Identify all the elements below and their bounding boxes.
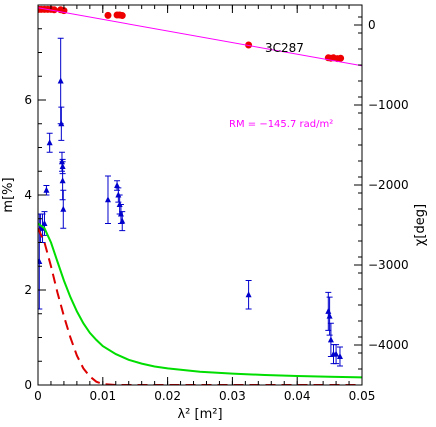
angle-point — [50, 6, 58, 14]
x-tick-label: 0.01 — [89, 389, 116, 403]
polarization-point — [336, 353, 343, 359]
x-axis-title: λ² [m²] — [177, 407, 222, 422]
polarization-point — [38, 258, 43, 264]
chart-marks — [38, 5, 362, 385]
tick-labels: 0 0.01 0.02 0.03 0.04 0.05 0 2 4 6 0 −1000 −2000 −300… — [24, 18, 408, 403]
polarization-point — [326, 312, 333, 319]
y-right-tick-label: −2000 — [368, 178, 409, 192]
x-tick-label: 0.02 — [154, 389, 181, 403]
x-tick-label: 0.03 — [219, 389, 246, 403]
x-tick-label: 0 — [34, 389, 42, 403]
polarization-point — [57, 77, 64, 84]
polarization-point — [333, 350, 340, 357]
rm-annotation: RM = −145.7 rad/m² — [229, 119, 333, 130]
polarization-point — [46, 139, 53, 146]
y-left-tick-label: 0 — [24, 378, 32, 392]
polarization-point — [119, 217, 126, 224]
x-tick-label: 0.04 — [284, 389, 311, 403]
polarization-point — [114, 182, 121, 188]
angle-point — [104, 11, 112, 19]
y-right-tick-label: −1000 — [368, 98, 409, 112]
polarization-point — [245, 291, 252, 298]
y-left-tick-label: 2 — [24, 283, 32, 297]
y-right-tick-label: −4000 — [368, 338, 409, 352]
y-right-tick-label: 0 — [368, 18, 376, 32]
y-axis-right-title: χ[deg] — [413, 204, 428, 246]
polarization-point — [327, 336, 334, 343]
polarization-point — [43, 186, 50, 193]
rm_fit-line — [38, 7, 362, 67]
angle-point — [337, 54, 345, 62]
angle-point — [118, 12, 126, 20]
polarization-point — [60, 205, 67, 212]
polarization-point — [325, 307, 332, 314]
y-right-tick-label: −3000 — [368, 258, 409, 272]
polarization-point — [59, 177, 66, 184]
polarization-point — [58, 120, 65, 127]
model_solid-line — [38, 222, 362, 379]
plot-area — [37, 4, 363, 386]
polarization-point — [41, 220, 48, 226]
source-label: 3C287 — [265, 41, 304, 55]
y-left-tick-label: 4 — [24, 188, 32, 202]
y-left-tick-label: 6 — [24, 93, 32, 107]
polarization-point — [104, 196, 111, 203]
x-tick-label: 0.05 — [349, 389, 376, 403]
model_dashed-line — [38, 227, 362, 385]
y-axis-left-title: m[%] — [1, 177, 16, 212]
axis-ticks — [37, 4, 363, 386]
